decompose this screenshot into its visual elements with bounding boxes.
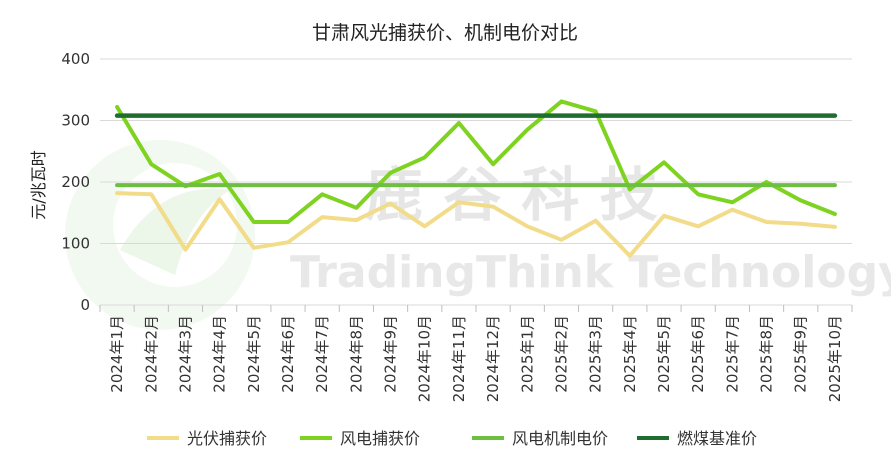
x-tick-label: 2024年2月 bbox=[142, 315, 160, 393]
y-tick-label: 0 bbox=[80, 296, 90, 314]
x-tick-label: 2024年12月 bbox=[484, 315, 502, 402]
series-line-2 bbox=[115, 99, 837, 224]
watermark: 鹿 谷 科 技 TradingThink Technology bbox=[65, 140, 891, 330]
x-tick-label: 2024年4月 bbox=[211, 315, 229, 393]
x-tick-label: 2024年8月 bbox=[347, 315, 365, 393]
x-tick-label: 2024年5月 bbox=[245, 315, 263, 393]
series-group bbox=[114, 99, 838, 258]
legend-label: 风电机制电价 bbox=[512, 429, 608, 448]
x-tick-label: 2025年5月 bbox=[655, 315, 673, 393]
x-ticks: 2024年1月 2024年2月 2024年3月 2024年4月 2024年5月 2024年… bbox=[99, 305, 853, 402]
chart-title: 甘肃风光捕获价、机制电价对比 bbox=[312, 22, 578, 44]
y-tick-label: 400 bbox=[61, 50, 90, 68]
x-tick-label: 2024年1月 bbox=[108, 315, 126, 393]
x-tick-label: 2024年6月 bbox=[279, 315, 297, 393]
x-tick-label: 2024年9月 bbox=[382, 315, 400, 393]
x-tick-label: 2025年4月 bbox=[621, 315, 639, 393]
y-tick-label: 200 bbox=[61, 173, 90, 191]
x-tick-label: 2024年3月 bbox=[176, 315, 194, 393]
x-tick-label: 2025年7月 bbox=[723, 315, 741, 393]
x-tick-label: 2025年10月 bbox=[826, 315, 844, 402]
x-tick-label: 2025年9月 bbox=[792, 315, 810, 393]
grid bbox=[100, 58, 852, 306]
legend-label: 风电捕获价 bbox=[340, 429, 420, 448]
x-tick-label: 2025年6月 bbox=[689, 315, 707, 393]
series-line-1 bbox=[115, 191, 837, 258]
x-tick-label: 2025年8月 bbox=[758, 315, 776, 393]
legend-label: 光伏捕获价 bbox=[187, 429, 267, 448]
x-tick-label: 2025年2月 bbox=[552, 315, 570, 393]
y-tick-label: 300 bbox=[61, 112, 90, 130]
x-tick-label: 2024年11月 bbox=[450, 315, 468, 402]
watermark-en: TradingThink Technology bbox=[290, 247, 891, 298]
y-axis-label: 元/兆瓦时 bbox=[29, 150, 48, 219]
x-tick-label: 2024年10月 bbox=[416, 315, 434, 402]
legend-label: 燃煤基准价 bbox=[677, 429, 757, 448]
legend: 光伏捕获价 风电捕获价 风电机制电价 燃煤基准价 bbox=[147, 429, 757, 448]
y-tick-label: 100 bbox=[61, 235, 90, 253]
x-tick-label: 2025年1月 bbox=[518, 315, 536, 393]
y-ticks: 0 100 200 300 400 bbox=[61, 50, 90, 314]
x-tick-label: 2024年7月 bbox=[313, 315, 331, 393]
x-tick-label: 2025年3月 bbox=[587, 315, 605, 393]
